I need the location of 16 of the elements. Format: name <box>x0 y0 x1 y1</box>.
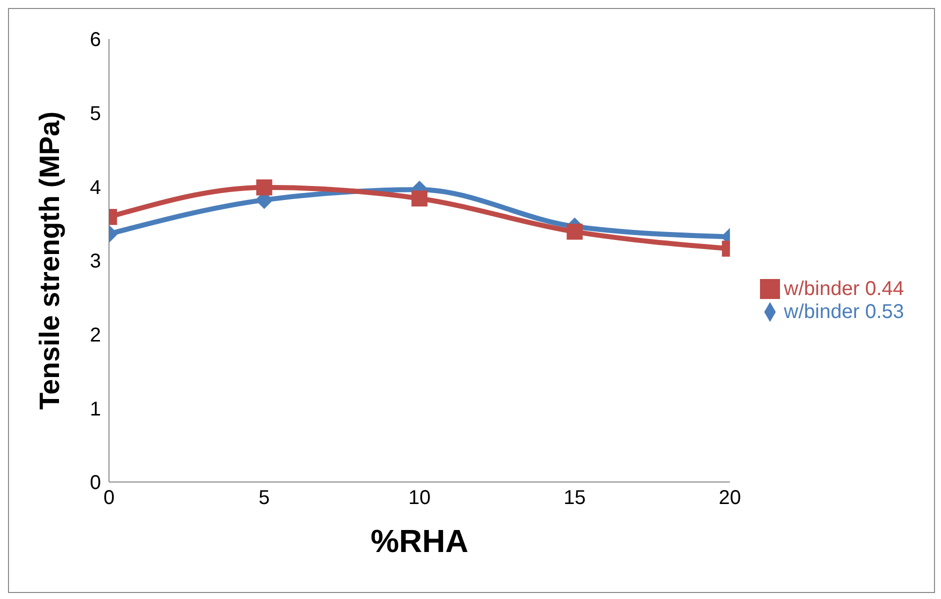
x-tick-label: 15 <box>564 487 586 510</box>
y-tick-label: 4 <box>90 176 101 199</box>
x-axis-title: %RHA <box>370 523 468 559</box>
x-tick-label: 5 <box>258 487 270 510</box>
legend-label: w/binder 0.44 <box>784 278 904 300</box>
legend-label: w/binder 0.53 <box>784 300 904 322</box>
x-tick-label: 10 <box>408 487 431 510</box>
x-tick-label: 20 <box>718 487 742 510</box>
y-tick-label: 0 <box>90 472 101 494</box>
y-tick-label: 1 <box>90 398 101 420</box>
y-tick-label: 5 <box>90 102 101 125</box>
y-tick-label: 6 <box>90 29 101 52</box>
y-tick-label: 2 <box>90 324 101 346</box>
point <box>411 190 428 206</box>
y-tick-label: 3 <box>90 250 101 273</box>
y-axis-title: Tensile strength (MPa) <box>34 111 65 410</box>
